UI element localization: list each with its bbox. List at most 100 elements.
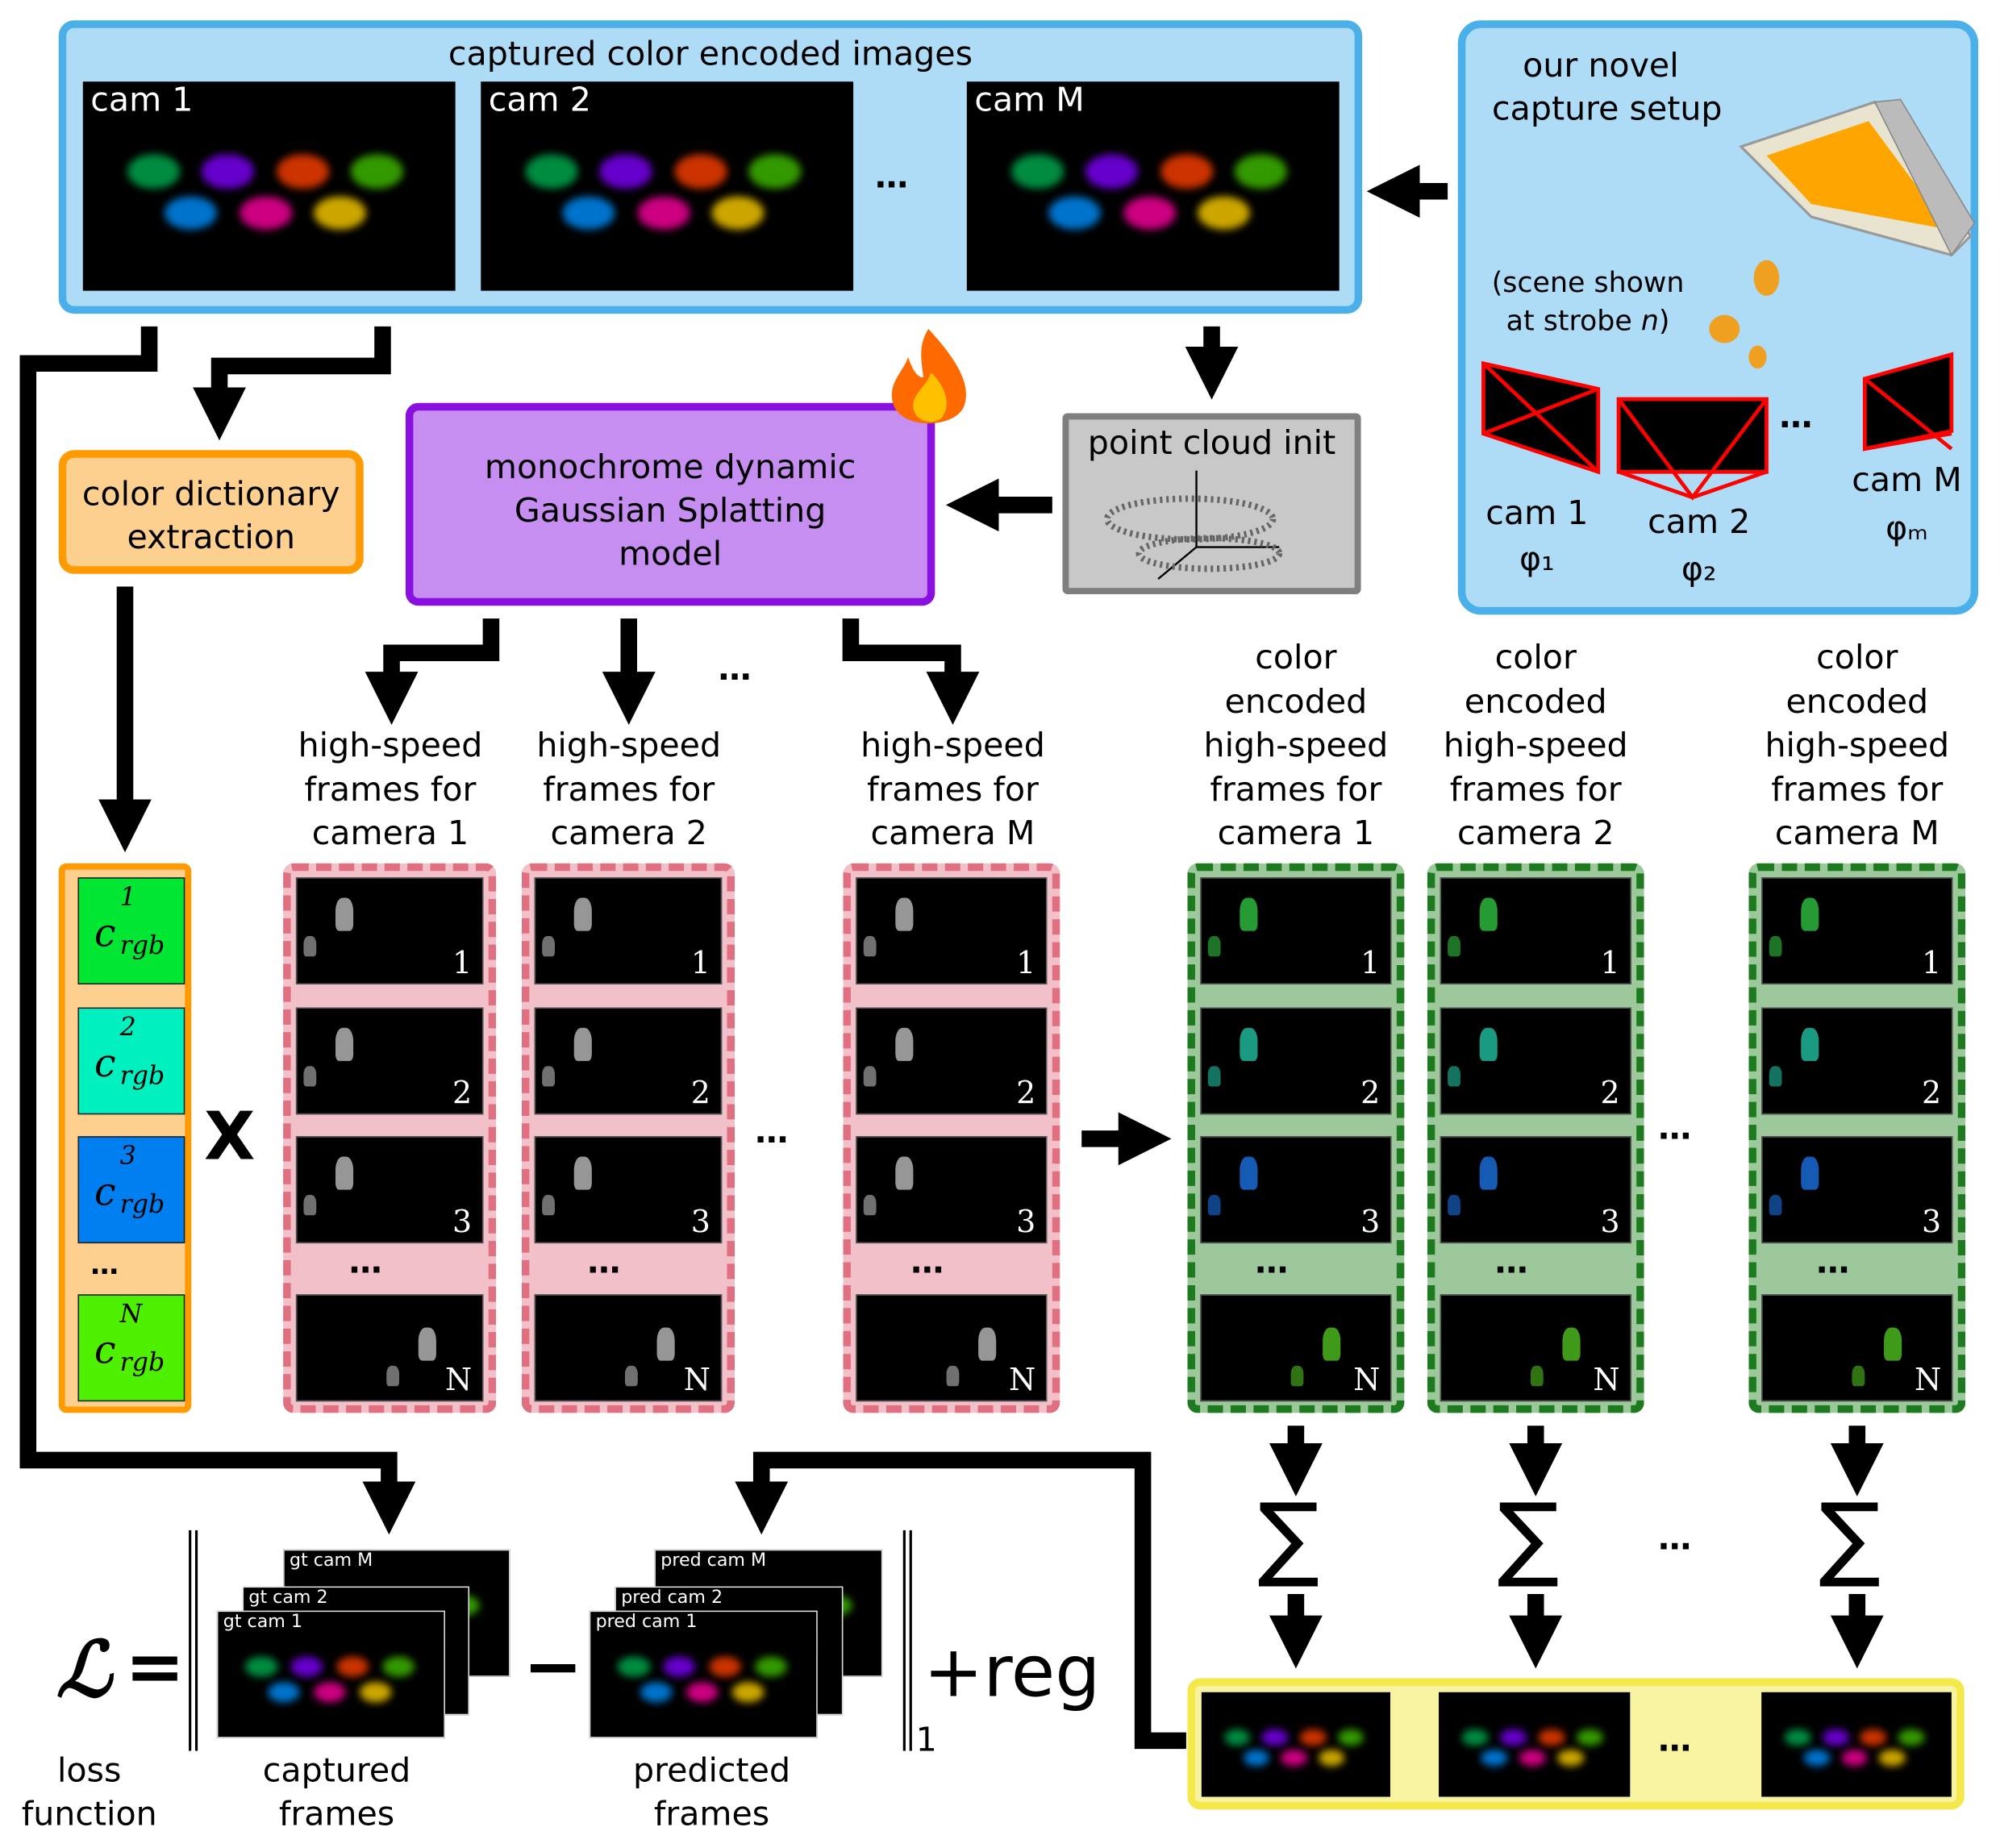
- camera-label: cam 1: [90, 81, 194, 120]
- highspeed-frame-index: N: [1009, 1362, 1036, 1398]
- chess-piece-silhouette: [1769, 935, 1782, 957]
- encoded-column-label: camera M: [1774, 814, 1940, 854]
- ellipsis: …: [1494, 1243, 1536, 1282]
- highspeed-frame: 3: [856, 1136, 1048, 1244]
- encoded-frame-index: 1: [1600, 944, 1620, 981]
- chess-piece-silhouette: [978, 1327, 997, 1361]
- encoded-column-label: high-speed: [1443, 726, 1628, 765]
- scene-color-blob: [600, 154, 652, 189]
- highspeed-column-label: camera M: [870, 814, 1035, 854]
- scene-color-blob: [291, 1656, 323, 1677]
- ellipsis: …: [1658, 1109, 1699, 1148]
- encoded-column-label: encoded: [1785, 682, 1929, 722]
- setup-camM-param: φₘ: [1885, 510, 1928, 549]
- scene-color-blob: [1261, 1729, 1289, 1746]
- plus-reg: +reg: [923, 1630, 1101, 1714]
- frame-label: pred cam M: [660, 1550, 767, 1571]
- setup-title-line2: capture setup: [1492, 90, 1723, 129]
- frame-label: pred cam 2: [621, 1588, 723, 1609]
- norm-bar-left: [189, 1530, 198, 1751]
- scene-color-blob: [1318, 1750, 1345, 1767]
- model-label-line2: Gaussian Splatting: [514, 492, 827, 531]
- swatch-superscript: 1: [119, 880, 136, 912]
- pred-frame-cam1: pred cam 1: [589, 1610, 818, 1738]
- scene-color-blob: [351, 154, 403, 189]
- chess-piece-silhouette: [573, 897, 592, 931]
- encoded-frame-index: 2: [1922, 1075, 1942, 1111]
- scene-color-blob: [640, 1682, 673, 1703]
- highspeed-frame-index: 2: [690, 1075, 710, 1111]
- encoded-frame: N: [1200, 1294, 1392, 1402]
- scene-color-blob: [382, 1656, 415, 1677]
- chess-piece-silhouette: [1207, 935, 1221, 957]
- encoded-column-label: encoded: [1464, 682, 1607, 722]
- multiply-sign: X: [204, 1099, 256, 1176]
- encoded-frame: 3: [1440, 1136, 1631, 1244]
- scene-color-blob: [711, 196, 765, 231]
- chess-piece-silhouette: [573, 1156, 592, 1190]
- ellipsis: …: [348, 1243, 390, 1282]
- sum-symbol: ∑: [1257, 1483, 1320, 1591]
- camera-frustums: [1481, 352, 1954, 501]
- chess-piece-silhouette: [863, 935, 877, 957]
- scene-color-blob: [1879, 1750, 1906, 1767]
- chess-piece-silhouette: [1240, 1027, 1258, 1061]
- highspeed-frame-index: 1: [452, 944, 473, 981]
- dictionary-label-line2: extraction: [127, 518, 296, 558]
- scene-color-blob: [1481, 1750, 1508, 1767]
- swatch-subscript: rgb: [119, 1188, 165, 1220]
- chess-piece-silhouette: [895, 1156, 914, 1190]
- scene-color-blob: [562, 196, 615, 231]
- scene-note-prefix: at strobe: [1506, 306, 1641, 339]
- frame-label: gt cam M: [290, 1550, 373, 1571]
- ellipsis: …: [1816, 1243, 1857, 1282]
- color-dictionary-extraction-box: color dictionary extraction: [58, 450, 364, 574]
- scene-color-blob: [1198, 196, 1250, 231]
- ellipsis: …: [718, 650, 760, 689]
- encoded-frame: 1: [1200, 877, 1392, 984]
- arrow-model-to-cam1: [365, 618, 500, 725]
- chess-piece-silhouette: [1448, 1194, 1460, 1216]
- chess-piece-silhouette: [1448, 1066, 1460, 1087]
- swatch-subscript: rgb: [119, 1059, 165, 1091]
- scene-color-blob: [127, 154, 180, 189]
- captured-label-line1: captured: [262, 1752, 411, 1791]
- highspeed-column-label: frames for: [304, 771, 477, 810]
- point-cloud-axes-icon: [1103, 470, 1283, 580]
- ellipsis: …: [874, 158, 916, 197]
- chess-piece-silhouette: [946, 1365, 960, 1387]
- chess-piece-silhouette: [1562, 1327, 1581, 1361]
- frame-label: pred cam 1: [595, 1612, 698, 1633]
- scene-color-blob: [663, 1656, 696, 1677]
- scene-color-blob: [709, 1656, 742, 1677]
- chess-piece-silhouette: [1801, 1027, 1819, 1061]
- highspeed-frame: 1: [534, 877, 723, 984]
- encoded-frame: 3: [1200, 1136, 1392, 1244]
- encoded-frame-index: 3: [1600, 1204, 1620, 1240]
- ellipsis: …: [1255, 1243, 1296, 1282]
- setup-camM-label: cam M: [1852, 461, 1962, 500]
- chess-piece-silhouette: [303, 1066, 317, 1087]
- highspeed-frame: 3: [534, 1136, 723, 1244]
- scene-color-blob: [686, 1682, 719, 1703]
- setup-cam2-param: φ₂: [1681, 551, 1717, 589]
- encoded-column-label: frames for: [1449, 771, 1622, 810]
- sum-symbol: ∑: [1497, 1483, 1560, 1591]
- gt-frame-cam1: gt cam 1: [216, 1610, 445, 1738]
- scene-color-blob: [1123, 196, 1176, 231]
- scene-color-blob: [1860, 1729, 1887, 1746]
- chess-piece-silhouette: [863, 1194, 877, 1216]
- encoded-column-label: encoded: [1224, 682, 1368, 722]
- gaussian-splatting-model-box: monochrome dynamic Gaussian Splatting mo…: [405, 402, 935, 606]
- encoded-column-label: high-speed: [1765, 726, 1950, 765]
- scene-color-blob: [1085, 154, 1139, 189]
- scene-color-blob: [268, 1682, 301, 1703]
- chess-piece-silhouette: [1852, 1365, 1865, 1387]
- chess-piece-silhouette: [656, 1327, 675, 1361]
- summed-image-camM: [1761, 1692, 1952, 1797]
- chess-piece-silhouette: [1240, 1156, 1258, 1190]
- scene-color-blob: [1519, 1750, 1546, 1767]
- chess-piece-silhouette: [542, 1066, 555, 1087]
